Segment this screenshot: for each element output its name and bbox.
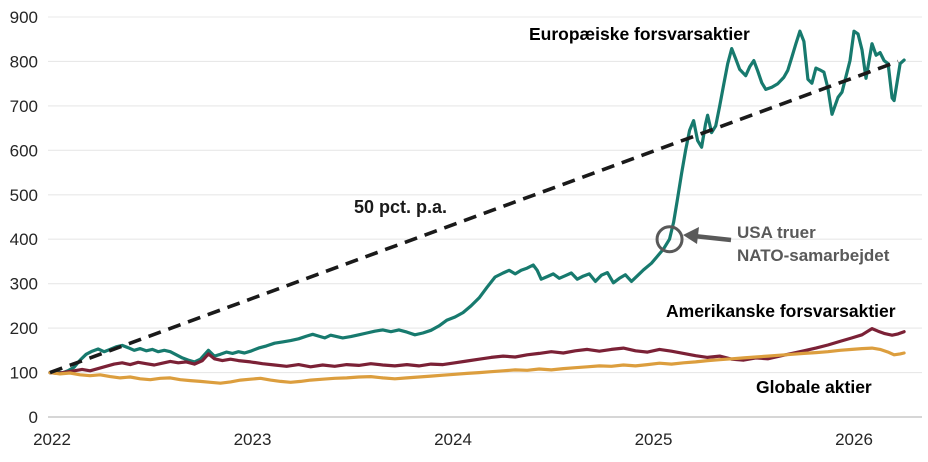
y-axis-tick-0: 0 (29, 408, 38, 427)
y-axis-tick-100: 100 (10, 364, 38, 383)
annotation-line-2: NATO-samarbejdet (737, 246, 890, 266)
series-line-european-defense (48, 29, 906, 375)
y-axis-tick-500: 500 (10, 186, 38, 205)
x-axis-tick-2024: 2024 (434, 430, 472, 449)
series-line-trend-50pct (49, 59, 899, 375)
series-label-global-stocks: Globale aktier (756, 377, 872, 397)
x-axis-tick-2025: 2025 (635, 430, 673, 449)
y-axis-tick-900: 900 (10, 8, 38, 27)
series-line-american-defense (48, 327, 906, 375)
x-axis-tick-2026: 2026 (835, 430, 873, 449)
annotation-nato-threat: USA truer NATO-samarbejdet (737, 221, 889, 268)
arrow-left-icon (683, 227, 699, 244)
series-line-global-stocks (48, 346, 906, 385)
series-label-american-defense: Amerikanske forsvarsaktier (666, 301, 896, 321)
y-axis-tick-300: 300 (10, 275, 38, 294)
x-axis-tick-2023: 2023 (234, 430, 272, 449)
y-axis-tick-400: 400 (10, 230, 38, 249)
series-label-european-defense: Europæiske forsvarsaktier (529, 24, 750, 44)
trend-line-label: 50 pct. p.a. (354, 197, 448, 217)
y-axis-tick-700: 700 (10, 97, 38, 116)
x-axis-tick-2022: 2022 (33, 430, 71, 449)
annotation-line-1: USA truer (737, 223, 816, 242)
y-axis-tick-200: 200 (10, 319, 38, 338)
event-marker-circle (655, 225, 684, 254)
annotation-arrow-shaft (693, 233, 732, 243)
y-axis-tick-800: 800 (10, 52, 38, 71)
y-axis-tick-600: 600 (10, 141, 38, 160)
